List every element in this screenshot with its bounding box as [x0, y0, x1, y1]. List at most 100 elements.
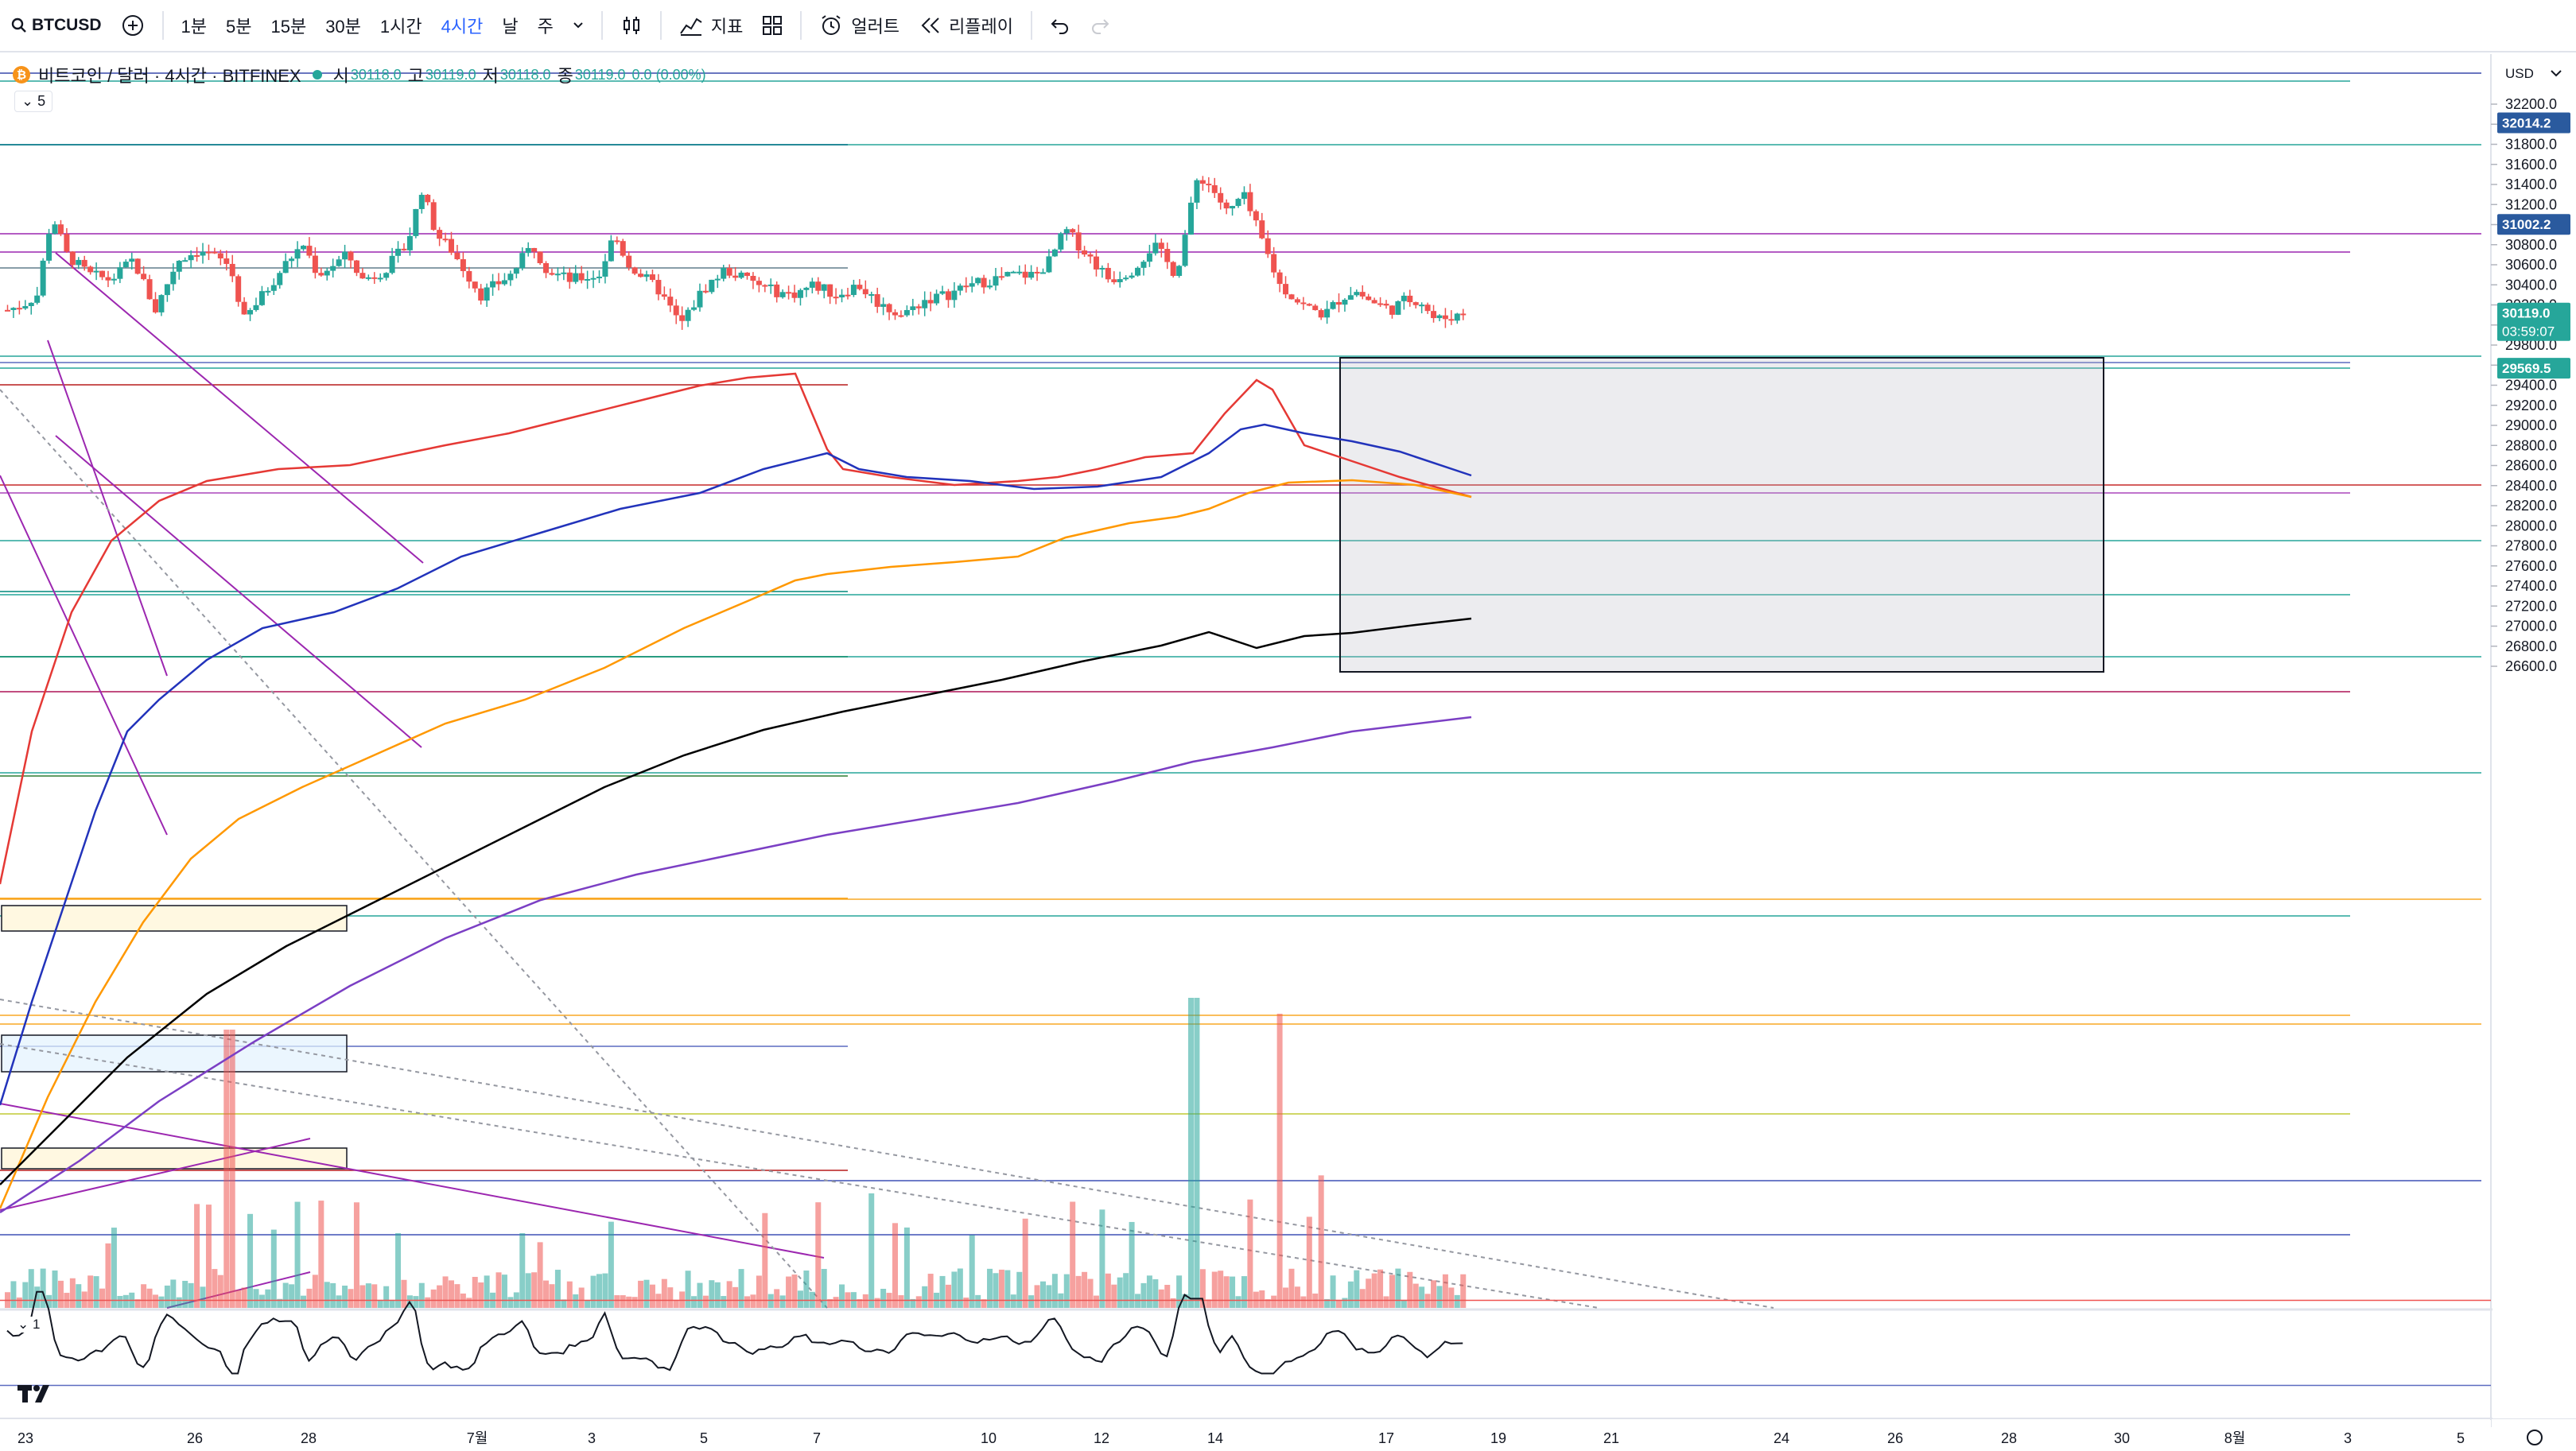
candle-body — [1211, 184, 1218, 193]
tradingview-logo[interactable] — [17, 1382, 57, 1410]
candle-body — [1371, 300, 1377, 304]
trendline-dashed[interactable] — [0, 1043, 1599, 1309]
candle-body — [158, 295, 165, 312]
volume-bar — [1129, 1221, 1135, 1308]
volume-bar — [212, 1269, 218, 1308]
candle-body — [69, 251, 76, 266]
rsi-collapse-button[interactable]: ⌄ 1 — [14, 1317, 44, 1333]
candle-body — [549, 273, 555, 275]
chart-type-button[interactable] — [611, 0, 652, 52]
candle-body — [1377, 303, 1384, 305]
volume-bar — [442, 1276, 449, 1308]
volume-bar — [1170, 1298, 1176, 1308]
interval-15m[interactable]: 15분 — [270, 17, 307, 37]
candle-body — [1336, 301, 1342, 305]
zone-box[interactable] — [1, 1034, 348, 1073]
grid-layout-icon — [763, 16, 783, 35]
interval-30m[interactable]: 30분 — [325, 17, 361, 37]
candle-body — [478, 288, 484, 301]
trendline[interactable] — [0, 475, 168, 836]
candle-body — [750, 275, 756, 281]
indicators-button[interactable]: 지표 — [670, 0, 752, 52]
price-axis[interactable]: USD32200.032000.031800.031600.031400.031… — [2491, 54, 2576, 1418]
volume-bar — [1188, 998, 1194, 1308]
candle-body — [667, 297, 674, 306]
plus-circle-icon — [122, 15, 143, 36]
candle-body — [1424, 305, 1431, 312]
volume-bar — [1146, 1275, 1152, 1308]
volume-bar — [922, 1286, 928, 1308]
trendline[interactable] — [0, 1103, 825, 1259]
volume-bar — [898, 1295, 904, 1308]
alert-button[interactable]: 얼러트 — [810, 0, 909, 52]
volume-bar — [501, 1274, 507, 1308]
volume-bar — [561, 1299, 567, 1308]
volume-bar — [1401, 1299, 1407, 1308]
trendline[interactable] — [55, 435, 422, 748]
interval-1m[interactable]: 1분 — [181, 17, 207, 37]
volume-bar — [691, 1296, 697, 1308]
interval-dropdown[interactable] — [563, 0, 593, 52]
price-tick-label: 29400.0 — [2505, 378, 2557, 394]
zone-box[interactable] — [1, 905, 348, 932]
ema-black-line — [0, 617, 1472, 1185]
compare-symbol-button[interactable] — [111, 0, 154, 52]
interval-1h[interactable]: 1시간 — [379, 17, 422, 37]
interval-1w[interactable]: 주 — [537, 17, 554, 37]
volume-bar — [903, 1227, 910, 1308]
volume-bar — [22, 1282, 29, 1308]
volume-bar — [1294, 1286, 1300, 1308]
candle-body — [1170, 262, 1176, 276]
volume-bar — [1111, 1284, 1117, 1308]
candle-body — [176, 260, 182, 272]
volume-bar — [478, 1282, 484, 1308]
volume-bar — [1389, 1274, 1395, 1308]
candle-body — [756, 281, 762, 285]
redo-button[interactable] — [1080, 0, 1120, 52]
interval-5m[interactable]: 5분 — [225, 17, 252, 37]
candle-body — [229, 263, 235, 277]
trendline[interactable] — [55, 252, 424, 564]
candle-body — [383, 273, 390, 278]
candles-icon — [623, 17, 639, 34]
volume-bar — [134, 1299, 141, 1308]
candle-body — [501, 280, 507, 285]
volume-bar — [99, 1288, 106, 1308]
trendline-dashed[interactable] — [0, 999, 1774, 1309]
chart-area[interactable]: 75.0050.0025.00 USD32200.032000.031800.0… — [0, 54, 2576, 1451]
zone-box[interactable] — [1, 1147, 348, 1170]
volume-bar — [1407, 1271, 1413, 1308]
candle-body — [578, 273, 585, 281]
volume-bar — [170, 1279, 177, 1308]
candle-body — [898, 315, 904, 317]
candlesticks[interactable] — [5, 176, 1467, 330]
horizontal-levels[interactable] — [0, 72, 2481, 1236]
range-box[interactable] — [1339, 357, 2104, 673]
candle-body — [1431, 311, 1437, 319]
candle-body — [111, 278, 117, 281]
symbol-search[interactable]: BTCUSD — [0, 0, 111, 52]
volume-bar — [1276, 1014, 1283, 1308]
layout-button[interactable] — [752, 0, 792, 52]
candle-body — [1046, 256, 1052, 273]
candle-body — [1359, 292, 1366, 297]
interval-1d[interactable]: 날 — [502, 17, 519, 37]
trendlines[interactable] — [0, 252, 1774, 1309]
volume-bar — [744, 1296, 750, 1308]
volume-bar — [1431, 1280, 1437, 1308]
price-tick-label: 29800.0 — [2505, 337, 2557, 353]
indicators-collapse-button[interactable]: ⌄ 5 — [14, 91, 53, 112]
volume-bar — [791, 1274, 798, 1308]
trendline[interactable] — [0, 1138, 311, 1211]
candle-body — [472, 281, 478, 289]
candle-body — [596, 276, 602, 278]
price-chart[interactable]: 75.0050.0025.00 USD32200.032000.031800.0… — [0, 54, 2576, 1451]
chevron-down-icon — [2551, 70, 2562, 77]
volume-bar — [93, 1276, 99, 1308]
volume-bar — [1347, 1281, 1354, 1308]
time-axis[interactable]: 23 26 28 7월 3 5 7 10 12 14 17 19 21 24 26 28 30 8월 3 5 — [0, 1420, 2543, 1451]
undo-button[interactable] — [1040, 0, 1080, 52]
bitcoin-icon: ₿ — [13, 66, 30, 83]
replay-button[interactable]: 리플레이 — [909, 0, 1023, 52]
interval-4h[interactable]: 4시간 — [441, 17, 484, 37]
